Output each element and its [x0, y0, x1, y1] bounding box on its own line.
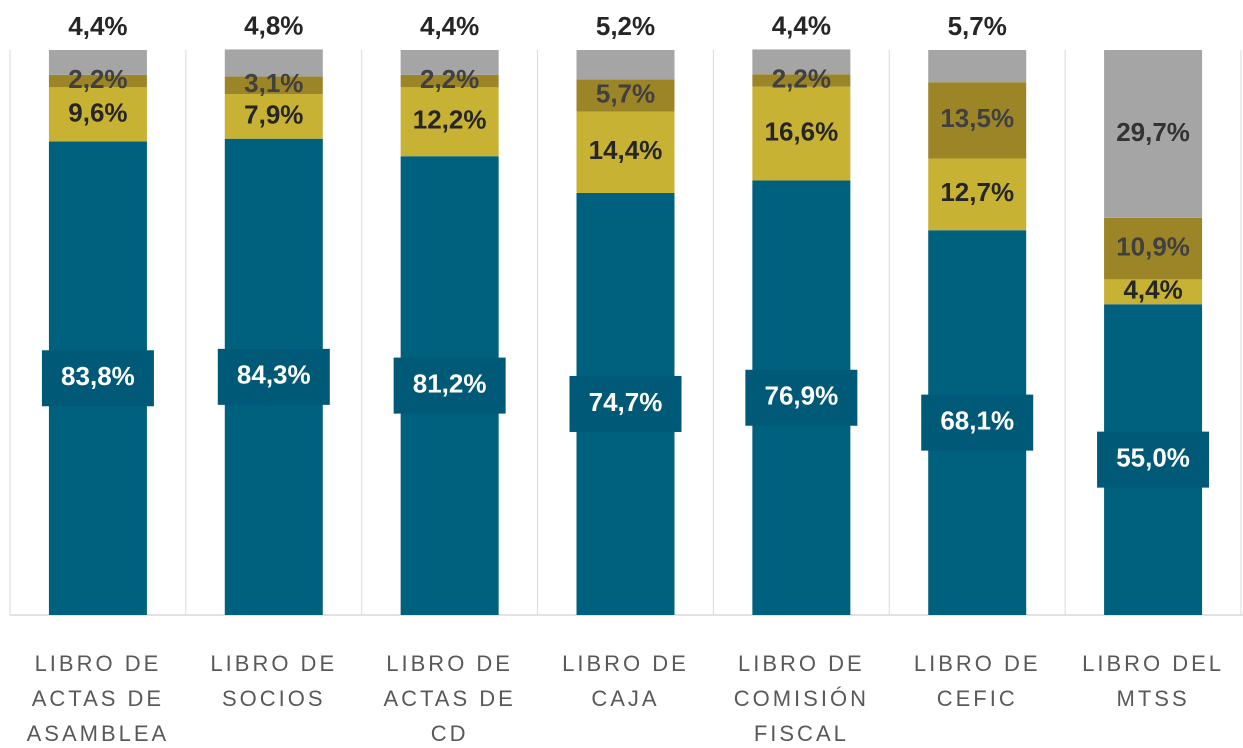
- bar-segment: [752, 74, 851, 87]
- bar-segment: [224, 76, 323, 95]
- value-label: 5,2%: [596, 11, 655, 41]
- x-tick-line: ACTAS DE: [383, 686, 515, 711]
- x-tick-label: LIBRO DE ACTAS DE ASAMBLEA: [27, 651, 170, 746]
- value-label: 4,4%: [772, 10, 831, 40]
- value-label: 4,8%: [244, 10, 303, 40]
- label-box: [745, 369, 858, 426]
- label-box: [921, 394, 1034, 451]
- bar-segment: [48, 50, 147, 75]
- x-tick-label: LIBRO DE SOCIOS: [210, 651, 337, 711]
- bar-segment: [400, 74, 499, 88]
- label-box: [393, 357, 506, 414]
- value-label: 81,2%: [413, 368, 487, 398]
- bar-segment: [48, 87, 147, 142]
- x-tick-line: LIBRO DE: [914, 651, 1041, 676]
- value-label: 83,8%: [61, 361, 135, 391]
- bar-segment: [400, 50, 499, 75]
- x-tick-line: SOCIOS: [222, 686, 326, 711]
- x-tick-line: CAJA: [591, 686, 659, 711]
- value-label: 29,7%: [1116, 117, 1190, 147]
- x-tick-line: LIBRO DE: [35, 651, 162, 676]
- value-label: 4,4%: [1123, 275, 1182, 305]
- x-tick-line: LIBRO DE: [562, 651, 689, 676]
- bar-segment: [224, 94, 323, 139]
- bar-segment: [224, 49, 323, 77]
- value-label: 76,9%: [764, 381, 838, 411]
- x-tick-line: LIBRO DE: [738, 651, 865, 676]
- value-label: 68,1%: [940, 405, 1014, 435]
- bar-segment: [752, 49, 851, 75]
- x-tick-line: LIBRO DE: [386, 651, 513, 676]
- value-label: 55,0%: [1116, 443, 1190, 473]
- x-tick-line: CD: [431, 721, 469, 746]
- bar-segment: [576, 79, 675, 112]
- x-tick-line: COMISIÓN: [734, 686, 869, 711]
- value-label: 4,4%: [68, 11, 127, 41]
- value-label: 2,2%: [420, 64, 479, 94]
- x-tick-line: MTSS: [1117, 686, 1190, 711]
- bar-segment: [928, 50, 1027, 83]
- bar-segment: [1104, 50, 1203, 218]
- value-label: 9,6%: [68, 97, 127, 127]
- x-tick-line: LIBRO DE: [210, 651, 337, 676]
- value-label: 7,9%: [244, 99, 303, 129]
- x-tick-label: LIBRO DE COMISIÓN FISCAL: [734, 651, 869, 746]
- value-label: 2,2%: [772, 63, 831, 93]
- x-tick-label: LIBRO DE ACTAS DE CD: [383, 651, 515, 746]
- value-label: 12,2%: [413, 105, 487, 135]
- bar-segment: [400, 87, 499, 157]
- bar-segment: [1104, 217, 1203, 280]
- label-box: [41, 350, 154, 407]
- bar-segment: [576, 111, 675, 193]
- x-tick-line: FISCAL: [754, 721, 849, 746]
- value-label: 4,4%: [420, 11, 479, 41]
- value-label: 13,5%: [940, 103, 1014, 133]
- bar-segment: [928, 82, 1027, 159]
- x-tick-line: LIBRO DEL: [1082, 651, 1224, 676]
- value-label: 3,1%: [244, 68, 303, 98]
- value-label: 14,4%: [589, 135, 663, 165]
- label-box: [569, 375, 682, 432]
- value-label: 16,6%: [764, 116, 838, 146]
- x-tick-line: ASAMBLEA: [27, 721, 170, 746]
- value-label: 5,7%: [948, 11, 1007, 41]
- label-box: [217, 348, 330, 405]
- bar-segment: [1104, 279, 1203, 305]
- label-box: [1097, 431, 1210, 488]
- value-label: 84,3%: [237, 360, 311, 390]
- bar-segment: [928, 158, 1027, 231]
- value-label: 2,2%: [68, 64, 127, 94]
- x-tick-label: LIBRO DEL MTSS: [1082, 651, 1224, 711]
- x-tick-label: LIBRO DE CAJA: [562, 651, 689, 711]
- bar-segment: [48, 74, 147, 88]
- value-label: 10,9%: [1116, 231, 1190, 261]
- x-tick-line: ACTAS DE: [32, 686, 164, 711]
- bar-segment: [576, 50, 675, 80]
- x-tick-label: LIBRO DE CEFIC: [914, 651, 1041, 711]
- bar-segment: [752, 86, 851, 181]
- value-label: 74,7%: [589, 387, 663, 417]
- x-tick-line: CEFIC: [937, 686, 1018, 711]
- value-label: 5,7%: [596, 78, 655, 108]
- value-label: 12,7%: [940, 177, 1014, 207]
